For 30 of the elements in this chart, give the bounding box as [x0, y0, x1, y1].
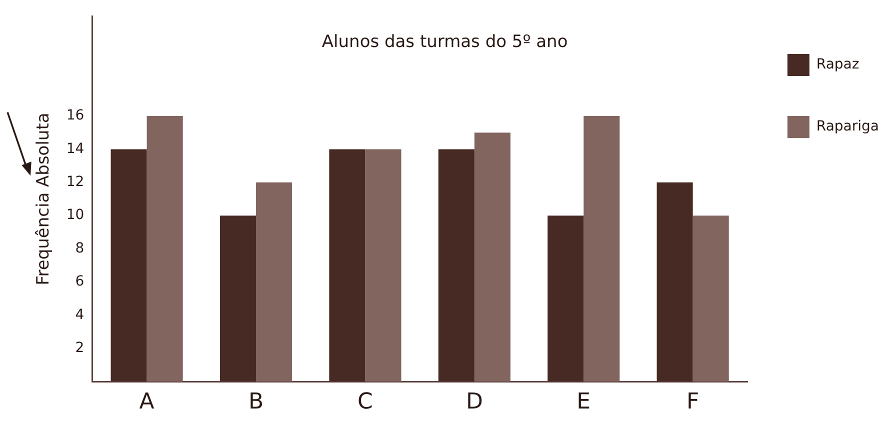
- y-tick-label: 2: [75, 340, 84, 356]
- y-tick-label: 4: [75, 306, 84, 323]
- x-tick-label: C: [358, 390, 373, 415]
- bar: [692, 216, 729, 382]
- text: Alunos das turmas do 5º ano: [322, 32, 568, 52]
- bar: [110, 149, 147, 382]
- y-axis-title: Frequência Absoluta: [34, 112, 54, 286]
- y-tick-label: 8: [75, 240, 84, 256]
- bar: [365, 149, 402, 382]
- legend-label: Rapaz: [816, 56, 860, 73]
- x-tick-label: A: [139, 390, 154, 415]
- bar: [656, 182, 693, 382]
- x-tick-label: B: [248, 390, 264, 415]
- legend-label: Rapariga: [816, 118, 879, 135]
- bar: [329, 149, 366, 382]
- y-tick-label: 14: [66, 140, 84, 157]
- x-tick-label: F: [686, 390, 700, 415]
- y-tick-label: 12: [66, 174, 84, 190]
- bar: [548, 216, 584, 382]
- bar: [256, 182, 292, 382]
- y-tick-label: 16: [66, 108, 84, 124]
- bar: [220, 216, 256, 382]
- x-tick-label: E: [576, 390, 591, 415]
- y-tick-label: 6: [75, 274, 84, 290]
- bar: [584, 116, 620, 382]
- x-tick-label: D: [466, 390, 483, 415]
- bar: [146, 116, 183, 382]
- bar: [474, 132, 510, 382]
- y-tick-label: 10: [66, 207, 84, 224]
- bar: [438, 149, 474, 382]
